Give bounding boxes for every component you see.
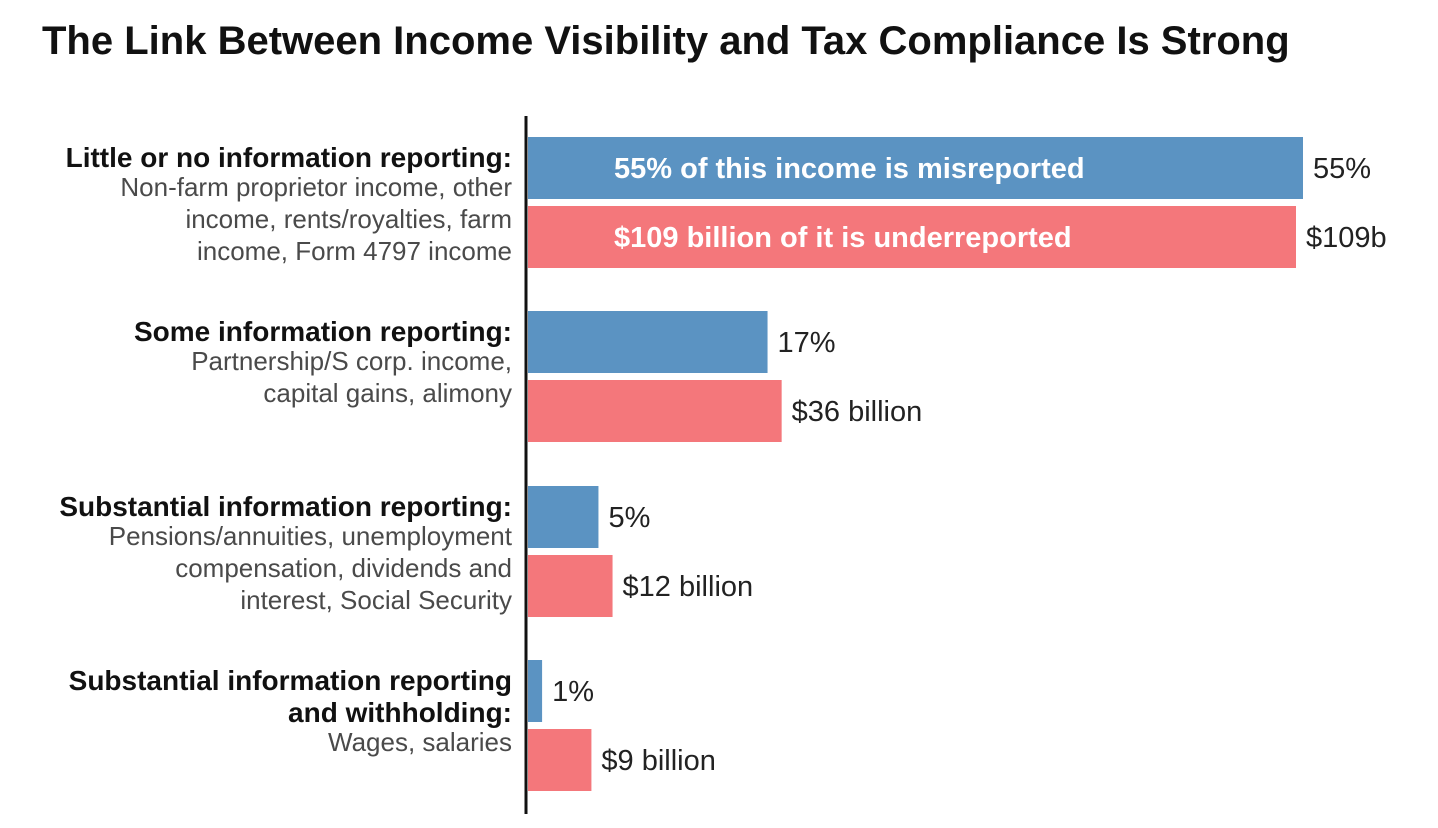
category-description: Non-farm proprietor income, other (120, 172, 512, 202)
category-labels: Little or no information reporting:Non-f… (59, 142, 512, 757)
bar-underreported-billion (528, 555, 613, 617)
bar-misreported-pct (528, 311, 768, 373)
value-label: 17% (778, 327, 836, 359)
category-description: income, Form 4797 income (197, 236, 512, 266)
category-label: and withholding: (288, 697, 512, 728)
bar-misreported-pct (528, 486, 599, 548)
category-label: Substantial information reporting (69, 665, 512, 696)
bar-underreported-billion (528, 729, 592, 791)
value-label: $9 billion (601, 745, 715, 777)
value-labels: 55% 55% of this income is misreported $109… (552, 153, 1387, 777)
bar-underreported-billion (528, 206, 1296, 268)
category-label: Little or no information reporting: (66, 142, 512, 173)
category-label: Some information reporting: (134, 316, 512, 347)
category-description: Wages, salaries (328, 727, 512, 757)
bar-misreported-pct (528, 660, 543, 722)
value-label: $36 billion (792, 396, 923, 428)
value-label: 1% (552, 676, 594, 708)
category-description: income, rents/royalties, farm (185, 204, 512, 234)
value-label: $109b (1306, 222, 1387, 254)
category-description: compensation, dividends and (175, 553, 512, 583)
bars (528, 137, 1303, 791)
category-description: capital gains, alimony (263, 378, 512, 408)
value-label: $12 billion (623, 571, 754, 603)
category-description: Pensions/annuities, unemployment (109, 521, 513, 551)
bar-underreported-billion (528, 380, 782, 442)
category-label: Substantial information reporting: (59, 491, 512, 522)
bar-misreported-pct (528, 137, 1303, 199)
chart-title: The Link Between Income Visibility and T… (42, 19, 1290, 63)
bar-annotation: $109 billion of it is underreported (614, 222, 1072, 254)
category-description: interest, Social Security (240, 585, 512, 615)
category-description: Partnership/S corp. income, (191, 346, 512, 376)
bar-annotation: 55% of this income is misreported (614, 153, 1085, 185)
value-label: 55% (1313, 153, 1371, 185)
value-label: 5% (608, 502, 650, 534)
